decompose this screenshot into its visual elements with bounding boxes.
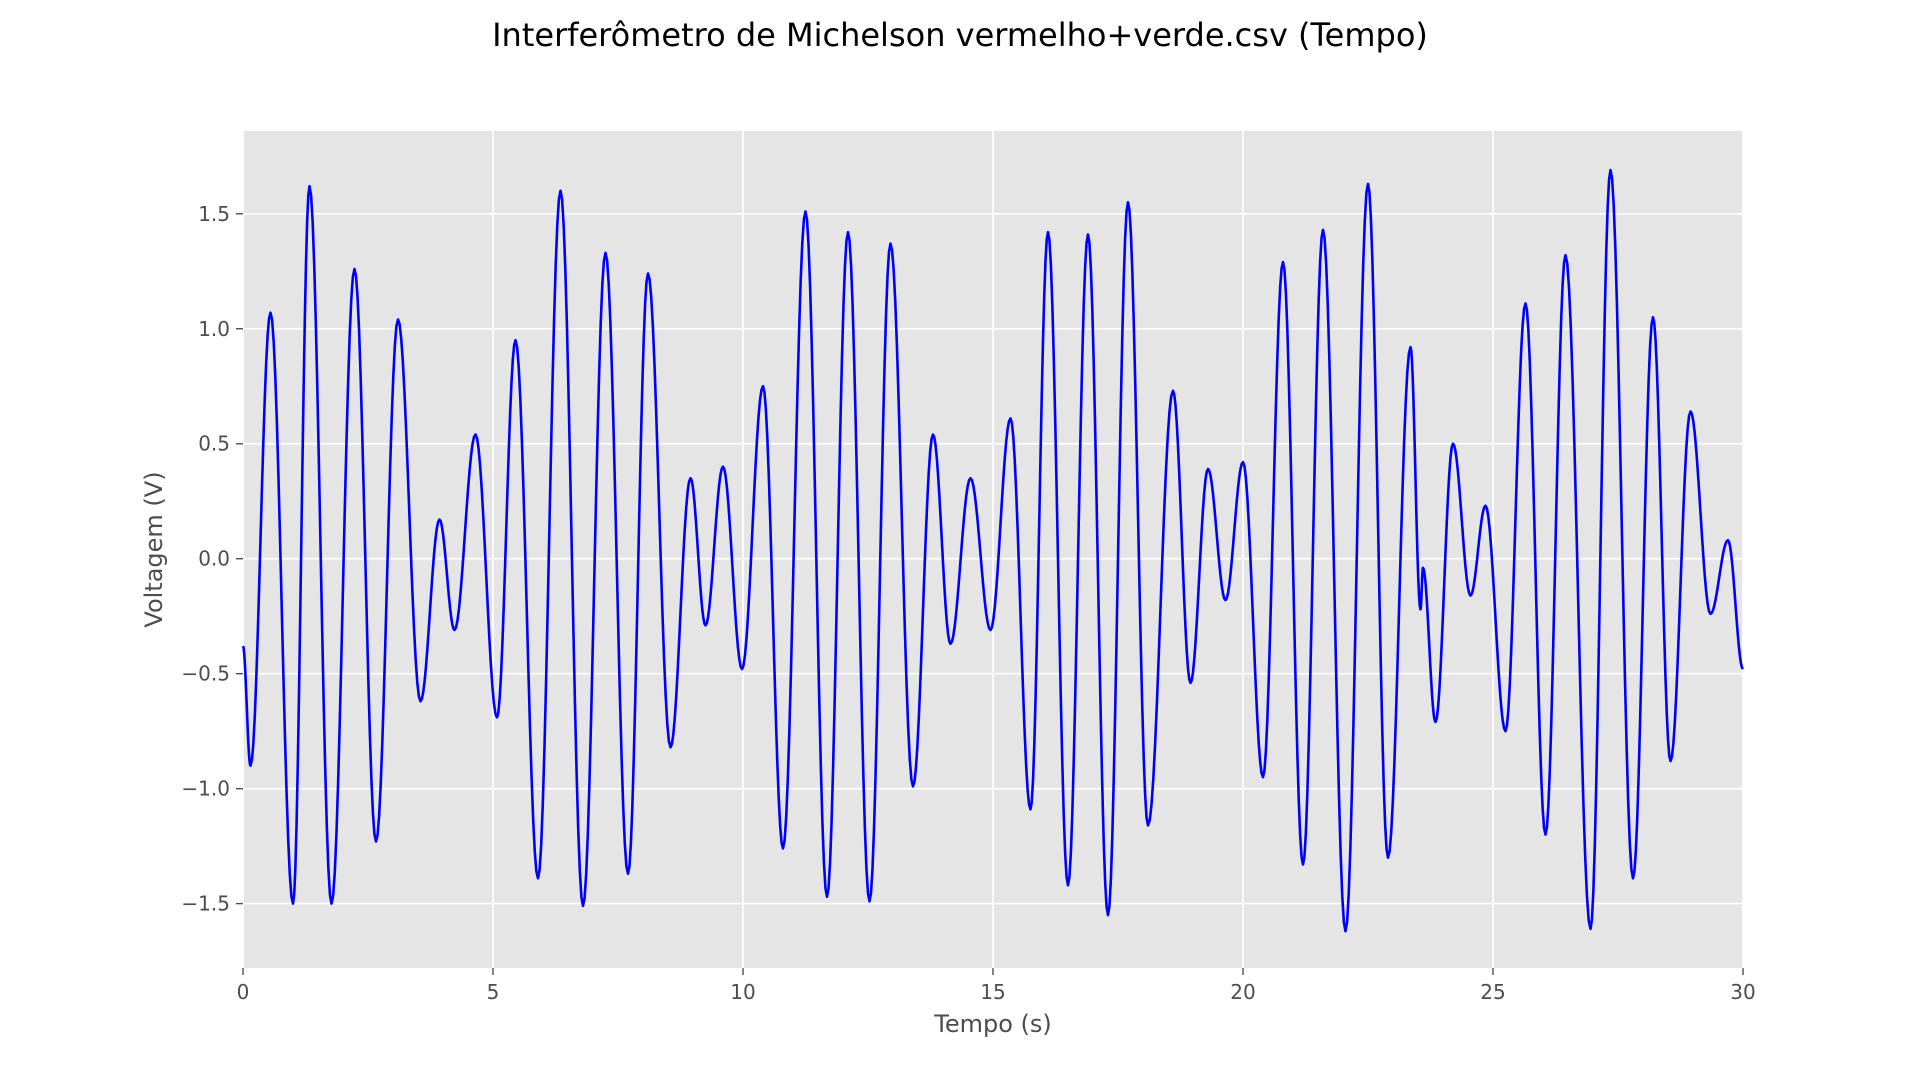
y-tick-label: 0.0 (198, 547, 230, 571)
x-tick-label: 30 (1730, 980, 1755, 1004)
series-layer (241, 168, 1745, 933)
y-axis-label: Voltagem (V) (140, 471, 168, 627)
grid-lines (242, 131, 1744, 968)
x-tick-label: 0 (237, 980, 250, 1004)
x-axis-label: Tempo (s) (933, 1010, 1052, 1038)
chart-title: Interferômetro de Michelson vermelho+ver… (492, 16, 1428, 54)
y-tick-label: 1.0 (198, 317, 230, 341)
y-tick-label: 0.5 (198, 432, 230, 456)
series-line (241, 168, 1745, 933)
x-tick-label: 20 (1230, 980, 1255, 1004)
x-tick-label: 10 (730, 980, 755, 1004)
x-tick-label: 15 (980, 980, 1005, 1004)
x-tick-label: 5 (487, 980, 500, 1004)
y-tick-label: −0.5 (181, 662, 230, 686)
x-tick-label: 25 (1480, 980, 1505, 1004)
y-tick-label: −1.5 (181, 892, 230, 916)
y-tick-label: 1.5 (198, 202, 230, 226)
y-tick-label: −1.0 (181, 777, 230, 801)
tick-layer: 0 5 10 15 20 25 30 −1.5 −1.0 −0.5 0.0 0.5 1.0 1.5 (181, 202, 1755, 1004)
